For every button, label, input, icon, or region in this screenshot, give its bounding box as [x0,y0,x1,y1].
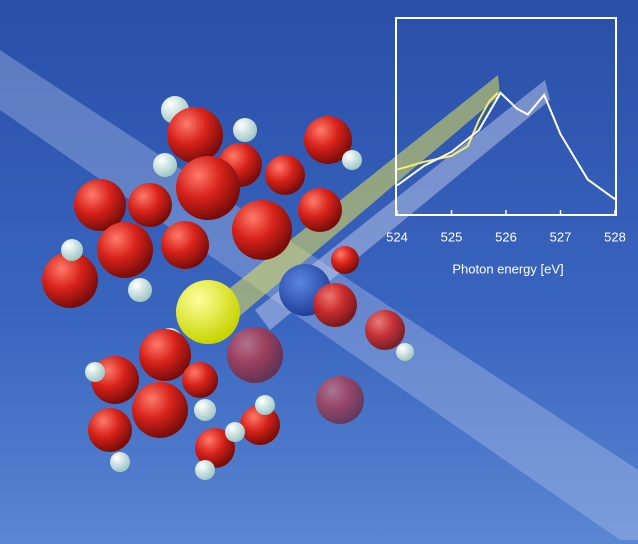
x-tick-label: 527 [550,229,572,244]
x-tick-label: 528 [604,229,626,244]
x-tick-label: 524 [386,229,408,244]
figure: Photon energy [eV] 524 525 526 527 528 [0,0,638,544]
x-tick-label: 525 [441,229,463,244]
x-tick-label: 526 [495,229,517,244]
x-axis-label: Photon energy [eV] [452,261,563,276]
